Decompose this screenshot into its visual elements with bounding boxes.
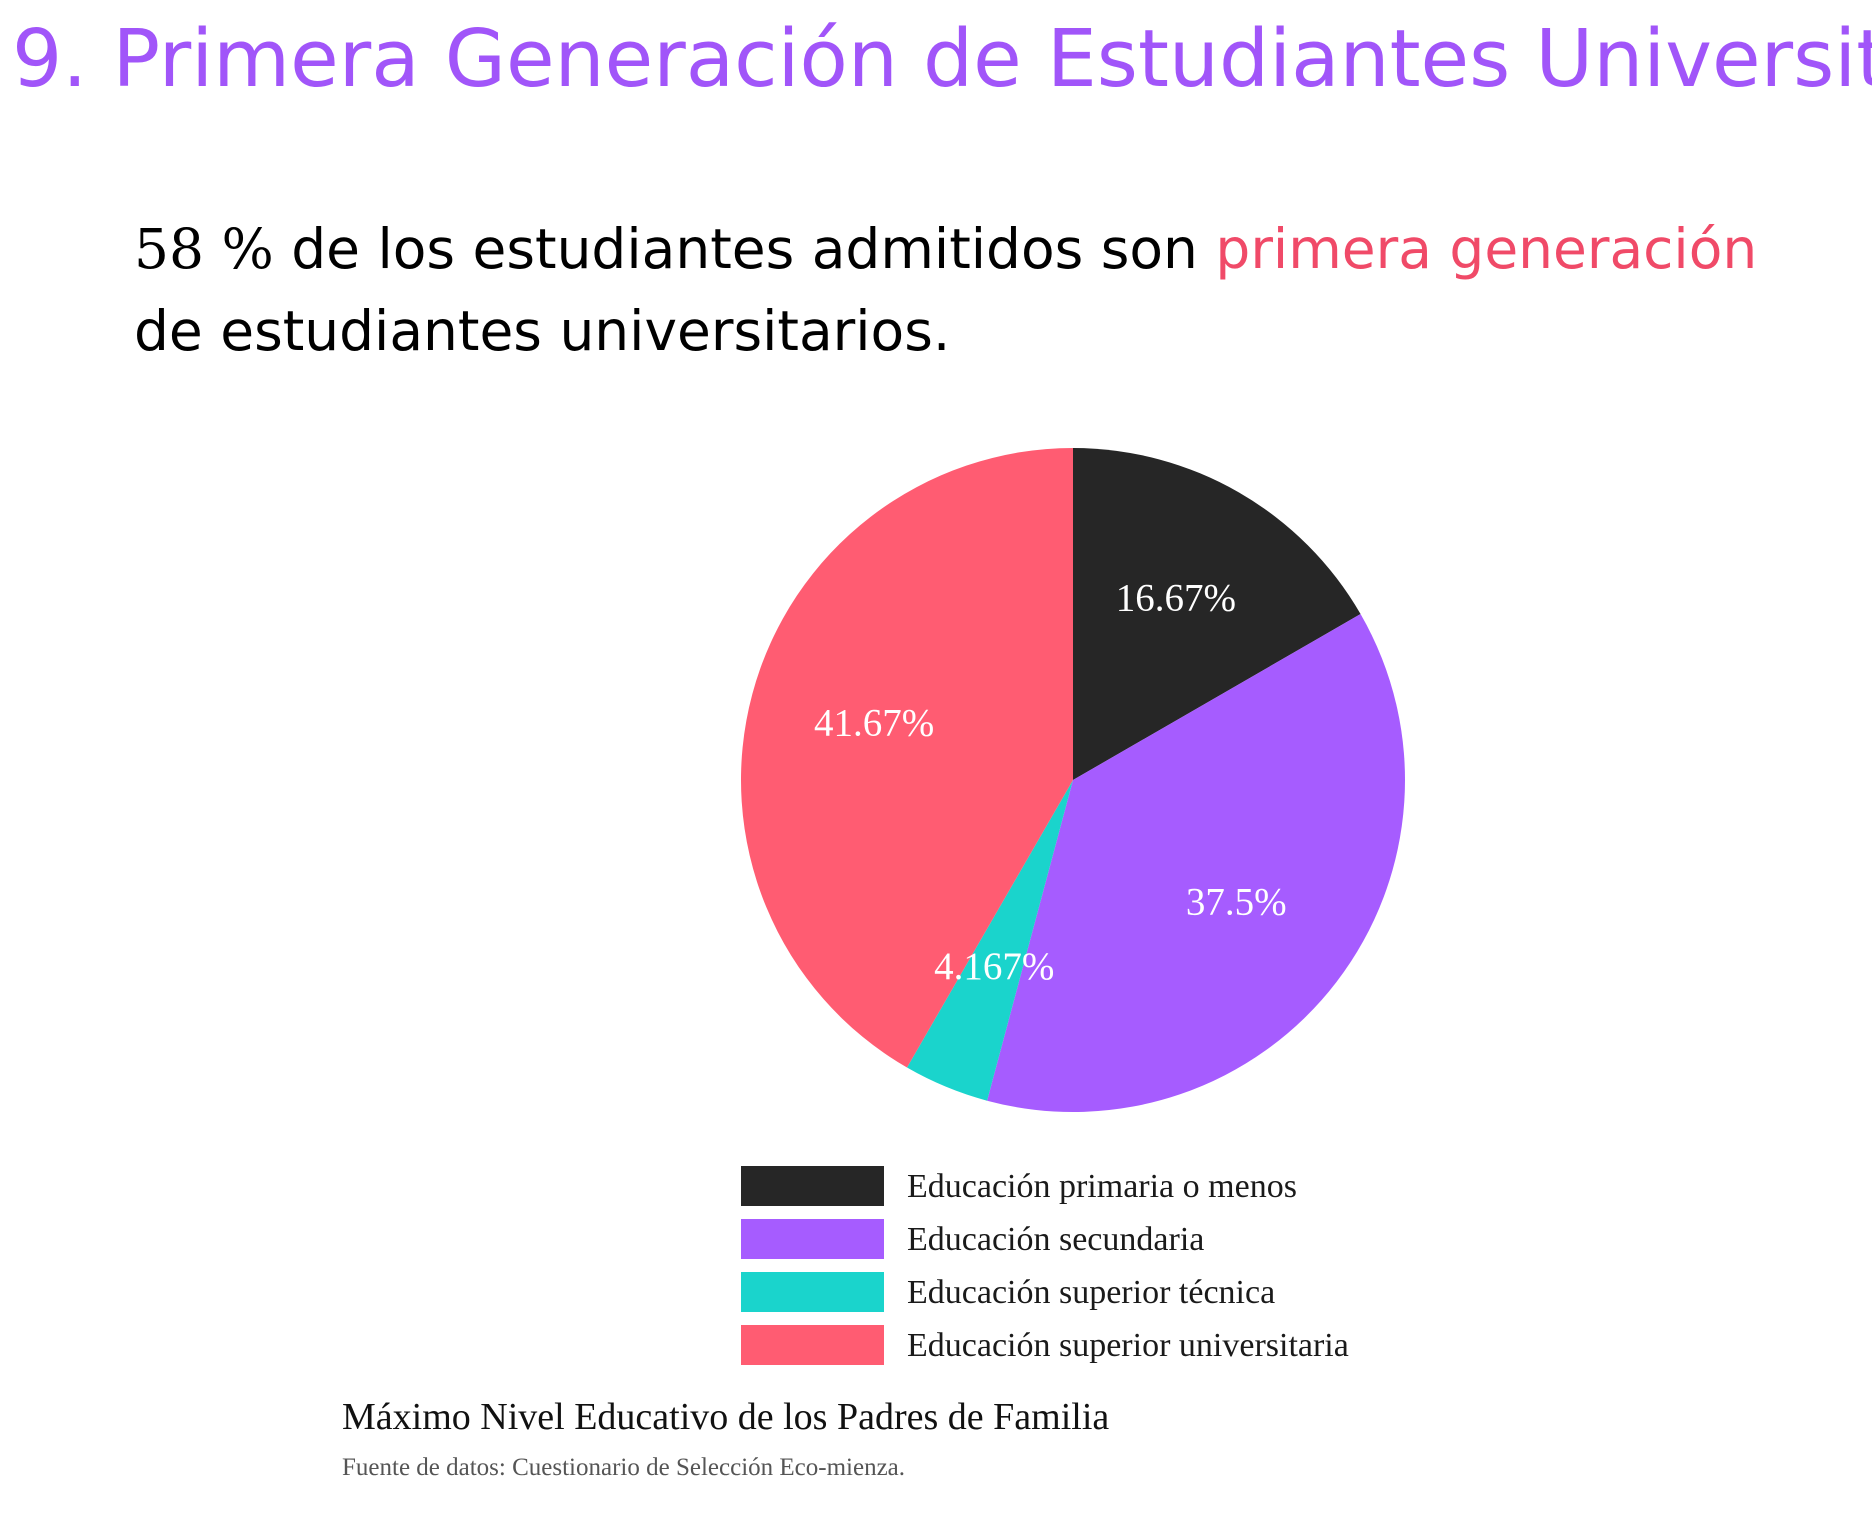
pie-slices (740, 448, 1405, 1112)
chart-source: Fuente de datos: Cuestionario de Selecci… (342, 1454, 905, 1481)
legend-swatch (741, 1219, 884, 1259)
legend-label: Educación primaria o menos (907, 1168, 1297, 1205)
pie-slice-educacion-secundaria (987, 614, 1405, 1112)
pie-slice-label: 41.67% (814, 702, 934, 745)
pie-slice-educacion-primaria-o-menos (1073, 448, 1361, 780)
legend-label: Educación superior universitaria (907, 1327, 1349, 1364)
pie-slice-label: 16.67% (1116, 577, 1236, 620)
chart-title: Máximo Nivel Educativo de los Padres de … (342, 1396, 1109, 1438)
legend-swatch (741, 1272, 884, 1312)
statement-highlight: primera generación (1215, 217, 1758, 281)
pie-slice-educacion-superior-tecnica (907, 780, 1073, 1101)
pie-slice-label: 4.167% (934, 945, 1054, 988)
legend-label: Educación superior técnica (907, 1274, 1275, 1311)
slide-title: 9. Primera Generación de Estudiantes Uni… (12, 13, 1872, 105)
statement-percent: 58 % (134, 217, 274, 281)
legend-swatch (741, 1325, 884, 1365)
pie-slice-label: 37.5% (1186, 880, 1287, 923)
statement-text-after: de estudiantes universitarios. (134, 299, 951, 363)
chart-legend: Educación primaria o menos Educación secu… (741, 1166, 1349, 1365)
pie-slice-labels: 16.67% 37.5% 4.167% 41.67% (814, 577, 1287, 988)
legend-swatch (741, 1166, 884, 1206)
statement-text: 58 % de los estudiantes admitidos son pr… (134, 208, 1834, 372)
statement-text-before: de los estudiantes admitidos son (273, 217, 1216, 281)
pie-slice-educacion-superior-universitaria (740, 448, 1073, 1068)
legend-label: Educación secundaria (907, 1221, 1204, 1258)
